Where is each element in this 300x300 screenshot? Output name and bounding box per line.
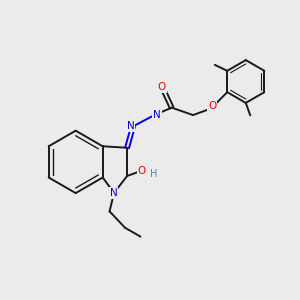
Text: N: N (110, 188, 117, 198)
Text: O: O (138, 166, 146, 176)
Text: N: N (127, 121, 134, 131)
Text: O: O (158, 82, 166, 92)
Text: H: H (150, 169, 157, 179)
Text: N: N (153, 110, 161, 120)
Text: O: O (208, 101, 216, 111)
